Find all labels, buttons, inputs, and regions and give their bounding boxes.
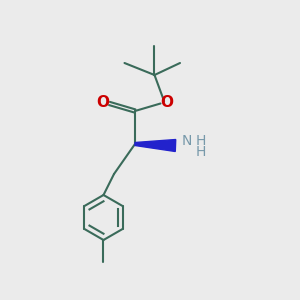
Text: H: H	[196, 145, 206, 158]
Text: N: N	[182, 134, 193, 148]
Text: O: O	[96, 95, 110, 110]
Text: O: O	[160, 95, 174, 110]
Polygon shape	[135, 140, 176, 152]
Text: H: H	[196, 134, 206, 148]
